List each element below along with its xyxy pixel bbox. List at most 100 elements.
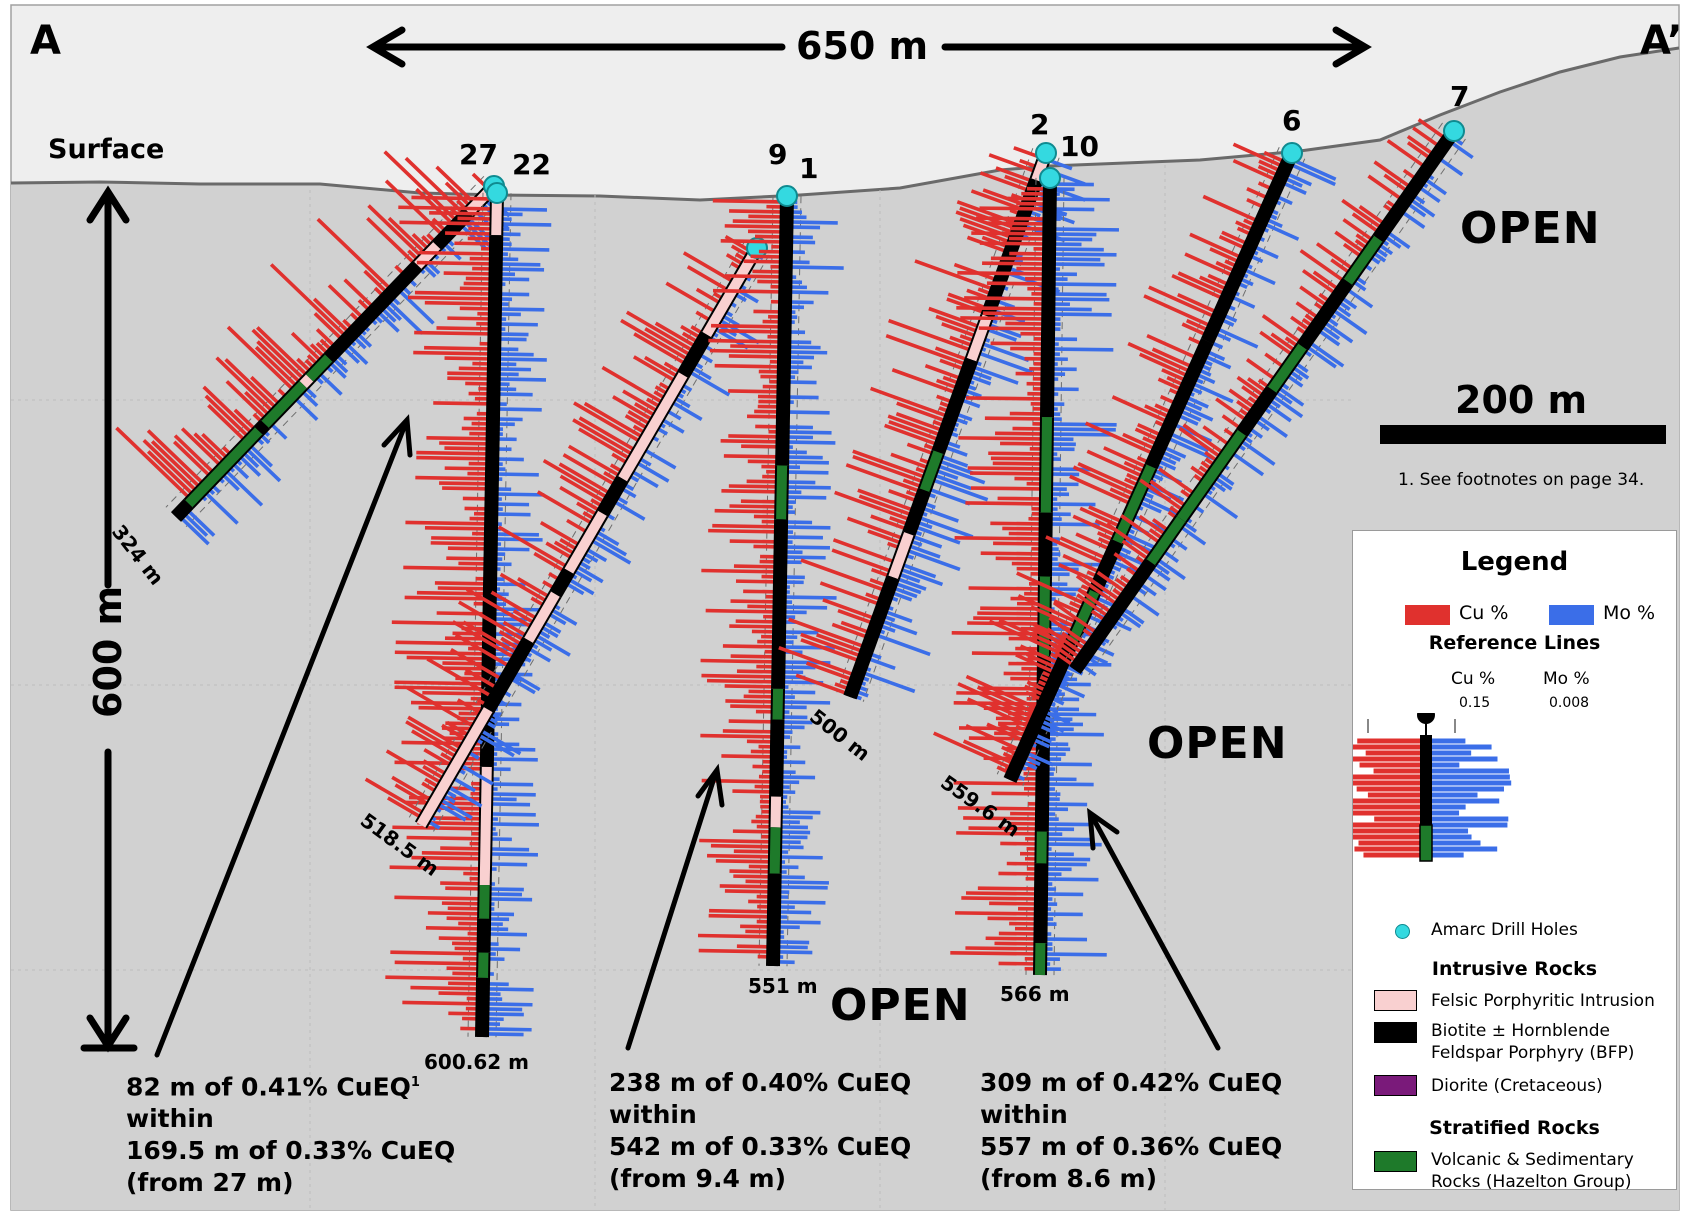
cu-assay-bar [729, 869, 769, 874]
mo-assay-bar [1267, 218, 1283, 229]
cu-assay-bar [888, 318, 970, 352]
mo-assay-bar [579, 561, 591, 570]
mo-assay-bar [492, 802, 531, 807]
mo-assay-bar [783, 690, 816, 695]
cu-assay-bar [447, 316, 489, 321]
cu-assay-bar [373, 286, 383, 296]
cu-assay-bar [431, 536, 485, 541]
cu-assay-bar [1299, 249, 1344, 282]
mo-assay-bar [1276, 391, 1293, 405]
lithology-bfp [1042, 177, 1055, 418]
cu-assay-bar [1054, 651, 1073, 666]
mo-assay-bar [1385, 236, 1402, 249]
lithology-bfp [483, 637, 533, 713]
cu-assay-bar [996, 765, 1008, 774]
cu-assay-bar [1053, 599, 1080, 614]
cu-assay-bar [722, 729, 772, 734]
cu-assay-bar [857, 488, 912, 512]
drill-hole-22 [385, 182, 552, 1038]
lithology-volcanic [1040, 417, 1052, 513]
mo-assay-bar [584, 552, 599, 563]
mo-assay-bar [1054, 282, 1117, 287]
cu-assay-bar [1075, 532, 1109, 550]
mo-assay-bar [1327, 317, 1339, 327]
lithology-felsic [524, 591, 560, 643]
mo-assay-bar [496, 532, 539, 537]
ref-cu-label: Cu % [1451, 669, 1496, 689]
cu-assay-bar [1046, 639, 1076, 662]
mo-assay-bar [787, 495, 827, 500]
cu-assay-bar [146, 429, 203, 484]
cu-assay-bar [1096, 531, 1113, 541]
cu-assay-bar [1264, 352, 1283, 368]
mo-assay-bar [906, 554, 915, 560]
cu-assay-bar [578, 416, 634, 451]
cu-assay-bar [805, 661, 851, 681]
cu-assay-bar [867, 529, 900, 545]
mo-assay-bar [501, 262, 541, 267]
mo-assay-bar [965, 389, 982, 399]
mo-assay-bar [1244, 436, 1253, 444]
cu-assay-bar [1081, 584, 1090, 591]
cu-assay-bar [700, 658, 773, 664]
mo-assay-bar [786, 545, 831, 550]
interval-3-line4: (from 8.6 m) [980, 1164, 1158, 1193]
cu-assay-bar [1062, 553, 1099, 573]
cu-assay-bar [984, 416, 1041, 421]
cu-assay-bar [1120, 514, 1160, 543]
cu-assay-bar [426, 657, 491, 697]
cu-assay-bar [454, 241, 491, 246]
cu-assay-bar [1299, 285, 1326, 306]
mo-assay-bar [1055, 227, 1119, 232]
cu-assay-bar [1086, 570, 1097, 578]
cu-assay-bar [202, 385, 252, 433]
cu-assay-bar [1204, 457, 1214, 466]
cu-assay-bar [979, 171, 1028, 192]
cu-assay-bar [1025, 690, 1041, 701]
mo-assay-bar [790, 345, 821, 350]
cu-assay-bar [966, 396, 1042, 401]
cu-assay-bar [439, 481, 486, 486]
mo-assay-bar [392, 297, 401, 306]
cu-assay-bar [1113, 552, 1139, 572]
cu-assay-bar [1232, 159, 1275, 181]
mo-assay-bar [1414, 195, 1426, 205]
mo-assay-bar [785, 630, 819, 635]
mo-assay-bar [181, 517, 210, 546]
cu-assay-bar [512, 609, 534, 624]
cu-assay-bar [697, 933, 768, 939]
cu-assay-bar [980, 606, 1039, 611]
mo-assay-bar [495, 617, 528, 622]
cu-assay-bar [421, 850, 480, 856]
mo-assay-bar [1411, 199, 1436, 218]
section-end-label: A’ [1640, 18, 1683, 64]
cu-assay-bar [986, 281, 1043, 286]
mo-assay-bar [957, 413, 973, 422]
mo-assay-bar [1218, 328, 1259, 349]
cu-assay-bar [748, 214, 781, 219]
interval-1-line4: (from 27 m) [126, 1168, 294, 1198]
cu-assay-bar [722, 644, 773, 649]
cu-assay-bar [1069, 474, 1129, 505]
lithology-bfp [598, 476, 627, 516]
cu-assay-bar [424, 777, 438, 788]
cu-assay-bar [405, 520, 486, 526]
mo-assay-bar [1111, 565, 1122, 572]
cu-assay-bar [959, 334, 973, 342]
lithology-bfp [768, 873, 780, 967]
mo-assay-bar [788, 430, 832, 435]
cu-assay-bar [644, 355, 677, 378]
cu-assay-bar [1342, 242, 1361, 257]
mo-assay-bar [910, 544, 941, 559]
mo-assay-bar [1089, 657, 1100, 667]
mo-assay-bar [1191, 387, 1203, 395]
mo-assay-bar [1376, 248, 1388, 258]
collar-icon [486, 182, 508, 204]
cu-assay-bar [1246, 197, 1263, 208]
cu-assay-bar [988, 153, 1034, 173]
mo-assay-bar [1158, 460, 1177, 471]
cu-assay-bar [446, 966, 478, 971]
mo-assay-bar [549, 613, 567, 626]
reference-lines-example [1353, 713, 1512, 862]
cu-assay-bar [887, 414, 939, 436]
